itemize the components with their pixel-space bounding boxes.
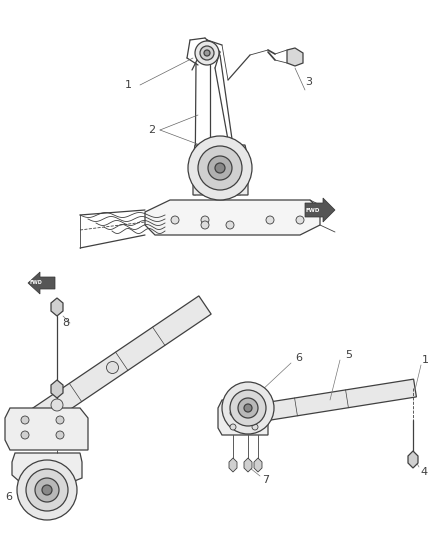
Circle shape xyxy=(21,416,29,424)
Circle shape xyxy=(106,361,119,374)
Text: 5: 5 xyxy=(345,350,352,360)
Polygon shape xyxy=(305,198,335,222)
Circle shape xyxy=(200,46,214,60)
Text: FWD: FWD xyxy=(30,280,43,286)
Polygon shape xyxy=(218,400,268,435)
Circle shape xyxy=(230,390,266,426)
Polygon shape xyxy=(14,296,211,439)
Polygon shape xyxy=(51,298,63,316)
Polygon shape xyxy=(193,145,248,195)
Text: 8: 8 xyxy=(62,318,69,328)
Circle shape xyxy=(188,136,252,200)
Circle shape xyxy=(226,221,234,229)
Circle shape xyxy=(42,485,52,495)
Text: 6: 6 xyxy=(295,353,302,363)
Polygon shape xyxy=(244,379,417,424)
Text: 6: 6 xyxy=(5,492,12,502)
Polygon shape xyxy=(51,380,63,398)
Polygon shape xyxy=(229,458,237,472)
Polygon shape xyxy=(244,458,252,472)
Circle shape xyxy=(230,424,236,430)
Circle shape xyxy=(56,431,64,439)
Text: FWD: FWD xyxy=(306,207,320,213)
Circle shape xyxy=(21,431,29,439)
Polygon shape xyxy=(287,48,303,66)
Circle shape xyxy=(230,410,236,416)
Circle shape xyxy=(51,399,63,411)
Circle shape xyxy=(204,50,210,56)
Polygon shape xyxy=(145,200,320,235)
Circle shape xyxy=(252,424,258,430)
Circle shape xyxy=(26,469,68,511)
Text: 2: 2 xyxy=(148,125,155,135)
Circle shape xyxy=(296,216,304,224)
Circle shape xyxy=(244,404,252,412)
Circle shape xyxy=(198,146,242,190)
Circle shape xyxy=(201,216,209,224)
Circle shape xyxy=(171,216,179,224)
Circle shape xyxy=(195,41,219,65)
Text: 1: 1 xyxy=(125,80,132,90)
Circle shape xyxy=(215,163,225,173)
Text: 3: 3 xyxy=(305,77,312,87)
Circle shape xyxy=(201,221,209,229)
Circle shape xyxy=(238,398,258,418)
Circle shape xyxy=(222,382,274,434)
Polygon shape xyxy=(28,272,55,294)
Polygon shape xyxy=(408,451,418,468)
Text: 4: 4 xyxy=(420,467,427,477)
Polygon shape xyxy=(254,458,262,472)
Circle shape xyxy=(17,460,77,520)
Circle shape xyxy=(266,216,274,224)
Text: 1: 1 xyxy=(422,355,429,365)
Polygon shape xyxy=(12,453,82,482)
Text: 7: 7 xyxy=(262,475,269,485)
Polygon shape xyxy=(5,408,88,450)
Circle shape xyxy=(252,410,258,416)
Circle shape xyxy=(35,478,59,502)
Circle shape xyxy=(56,416,64,424)
Circle shape xyxy=(208,156,232,180)
